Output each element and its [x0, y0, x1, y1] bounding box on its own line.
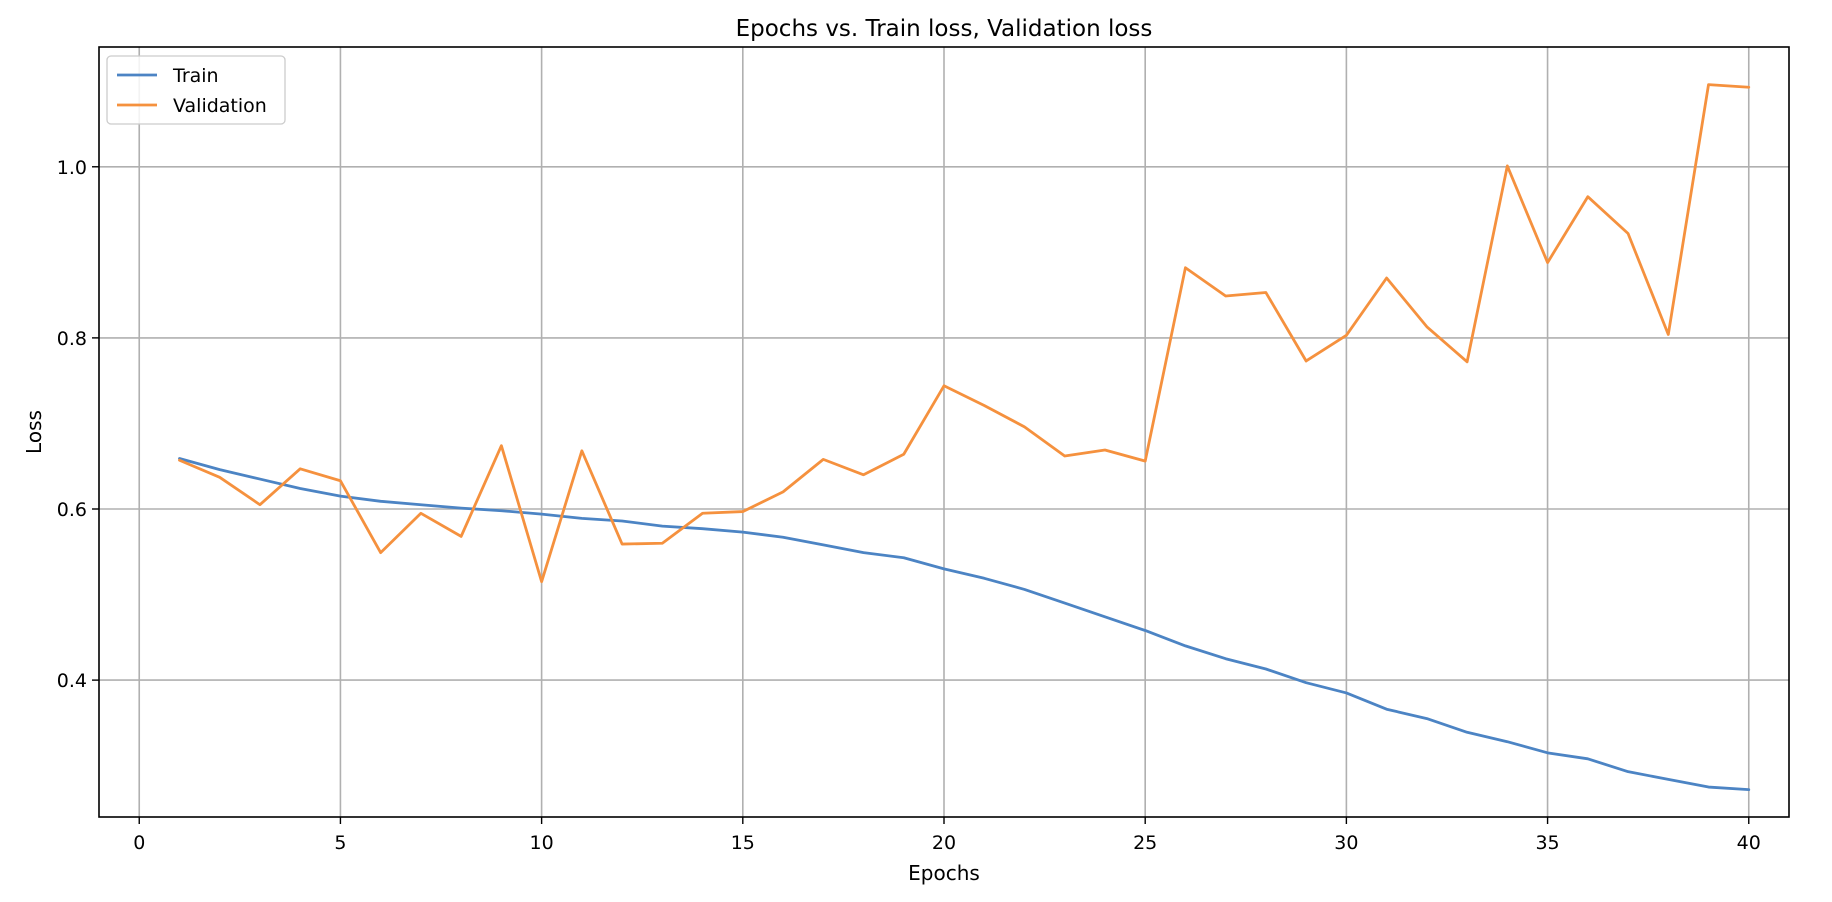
x-tick-label: 30 [1334, 832, 1358, 854]
chart-title: Epochs vs. Train loss, Validation loss [736, 16, 1153, 42]
x-tick-label: 40 [1737, 832, 1761, 854]
y-tick-label: 1.0 [57, 157, 87, 179]
legend-box [106, 55, 286, 125]
x-tick-label: 10 [530, 832, 554, 854]
y-tick-label: 0.8 [57, 328, 87, 350]
x-tick-label: 20 [932, 832, 956, 854]
x-axis-ticks: 0 5 10 15 20 25 30 35 40 [133, 817, 1761, 854]
x-tick-label: 25 [1133, 832, 1157, 854]
x-tick-label: 5 [334, 832, 346, 854]
y-tick-label: 0.4 [57, 670, 87, 692]
x-tick-label: 0 [133, 832, 145, 854]
legend-label-train: Train [172, 65, 219, 87]
series-line-validation [178, 83, 1751, 584]
legend: Train Validation [106, 55, 286, 125]
legend-label-validation: Validation [173, 95, 267, 117]
y-axis-label: Loss [22, 410, 46, 454]
y-axis-ticks: 0.4 0.6 0.8 1.0 [57, 157, 99, 692]
x-tick-label: 35 [1535, 832, 1559, 854]
x-axis-label: Epochs [908, 861, 980, 885]
y-tick-label: 0.6 [57, 499, 87, 521]
grid [99, 47, 1789, 817]
series-line-train [178, 457, 1751, 792]
x-tick-label: 15 [731, 832, 755, 854]
series-lines [178, 83, 1751, 792]
